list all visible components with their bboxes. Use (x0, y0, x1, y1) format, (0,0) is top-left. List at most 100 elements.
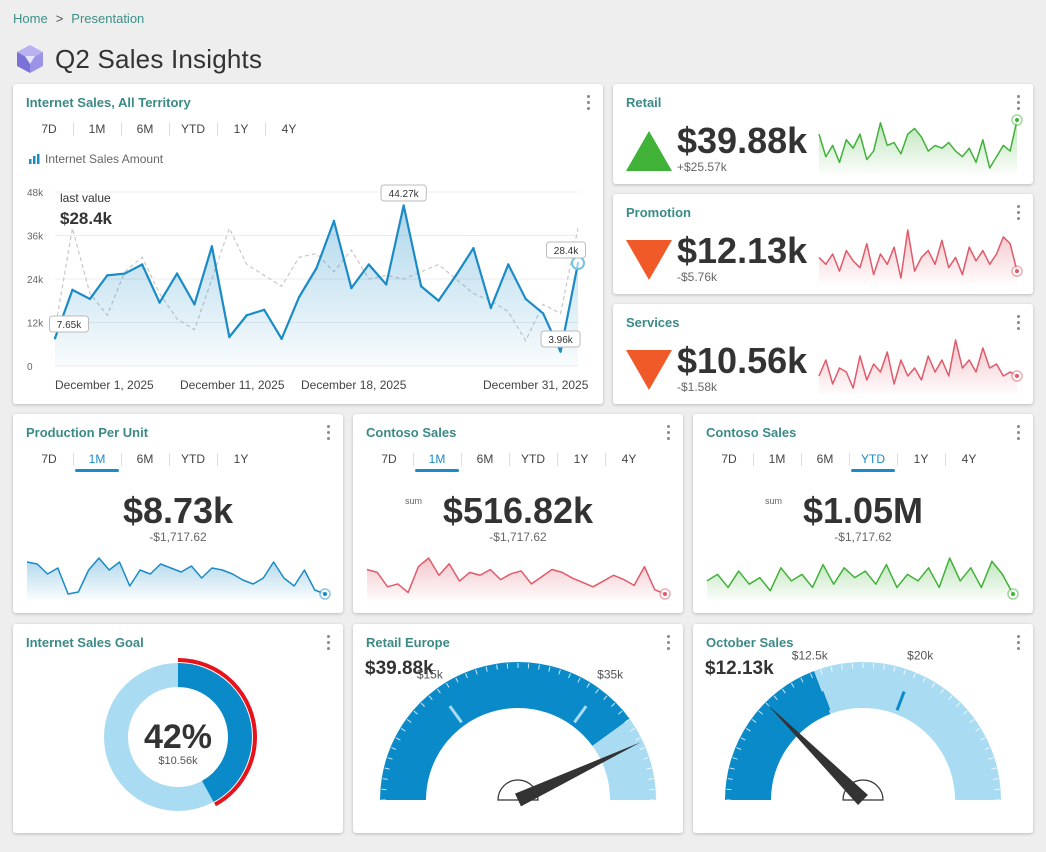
bar-chart-icon (29, 154, 40, 164)
tab-1m[interactable]: 1M (753, 450, 801, 468)
gauge-minor-tick (830, 666, 833, 672)
goal-value: $10.56k (158, 755, 198, 767)
gauge-minor-tick (445, 682, 450, 688)
internet-sales-tabs: 7D 1M 6M YTD 1Y 4Y (25, 120, 313, 138)
gauge-minor-tick (648, 778, 654, 780)
tab-1y[interactable]: 1Y (557, 450, 605, 468)
production-card: Production Per Unit 7D 1M 6M YTD 1Y $8.73k -… (13, 414, 343, 613)
tab-ytd[interactable]: YTD (169, 120, 217, 138)
tab-1m[interactable]: 1M (73, 120, 121, 138)
data-point (454, 274, 458, 277)
last-value-amount: $28.4k (60, 209, 113, 228)
spark-line (366, 557, 666, 595)
data-point (175, 272, 179, 275)
data-point (140, 263, 144, 266)
y-tick-label: 12k (27, 319, 44, 330)
promotion-kpi-card: Promotion $12.13k -$5.76k (613, 194, 1033, 294)
gauge-minor-tick (984, 747, 990, 750)
kebab-menu-icon[interactable] (323, 425, 333, 443)
page-header: Q2 Sales Insights (13, 42, 262, 76)
tab-4y[interactable]: 4Y (265, 120, 313, 138)
tab-1m[interactable]: 1M (73, 450, 121, 472)
kebab-menu-icon[interactable] (1013, 635, 1023, 653)
tab-ytd[interactable]: YTD (849, 450, 897, 472)
october-sales-gauge: $12.5k $20k (725, 649, 1001, 805)
tab-7d[interactable]: 7D (721, 452, 737, 466)
tab-6m[interactable]: 6M (121, 120, 169, 138)
tab-1y[interactable]: 1Y (897, 450, 945, 468)
data-point (559, 350, 562, 353)
data-point (437, 299, 440, 302)
tab-ytd[interactable]: YTD (509, 450, 557, 468)
october-sales-card: October Sales $12.13k $12.5k $20k (693, 624, 1033, 833)
retail-kpi-card: Retail $39.88k +$25.57k (613, 84, 1033, 184)
x-tick-label: December 11, 2025 (180, 378, 285, 392)
gauge-minor-tick (603, 695, 608, 700)
donut-progress (104, 663, 252, 811)
y-tick-label: 24k (27, 275, 44, 286)
tab-6m[interactable]: 6M (801, 450, 849, 468)
data-point (402, 204, 405, 207)
services-kpi-card: Services $10.56k -$1.58k (613, 304, 1033, 404)
gauge-minor-tick (639, 747, 645, 750)
tab-1y[interactable]: 1Y (217, 450, 265, 468)
data-point (297, 295, 301, 299)
gauge-band-primary (380, 662, 630, 800)
promotion-value: $12.13k (677, 230, 808, 271)
tab-1m[interactable]: 1M (413, 450, 461, 472)
tab-6m[interactable]: 6M (121, 450, 169, 468)
promotion-sparkline (818, 229, 1023, 284)
kebab-menu-icon[interactable] (1013, 95, 1023, 113)
spark-area (819, 340, 1017, 394)
spark-line (818, 339, 1018, 389)
goal-percent: 42% (143, 718, 213, 756)
gauge-minor-tick (732, 757, 738, 760)
tab-4y[interactable]: 4Y (945, 450, 993, 468)
retail-europe-gauge: $15k $35k (380, 662, 656, 807)
tab-6m[interactable]: 6M (461, 450, 509, 468)
legend-label: Internet Sales Amount (45, 152, 164, 166)
retail-sparkline (818, 114, 1023, 174)
data-point (385, 283, 388, 286)
gauge-band-secondary (814, 662, 1001, 800)
data-point (489, 306, 493, 310)
gauge-minor-tick (496, 664, 498, 670)
kebab-menu-icon[interactable] (1013, 205, 1023, 223)
breadcrumb: Home > Presentation (13, 11, 144, 26)
gauge-high-label: $20k (907, 649, 934, 663)
gauge-minor-tick (455, 677, 459, 683)
data-point (88, 297, 92, 301)
production-chart (26, 557, 331, 600)
internet-sales-chart[interactable]: 48k 36k 24k 12k 0 December 1, 2025 December 11… (13, 84, 603, 404)
data-point (71, 288, 74, 292)
spark-line (818, 229, 1018, 279)
data-point (158, 301, 161, 304)
gauge-minor-tick (465, 673, 468, 679)
breadcrumb-separator: > (55, 11, 64, 26)
kebab-menu-icon[interactable] (1013, 425, 1023, 443)
tab-7d[interactable]: 7D (381, 452, 397, 466)
kebab-menu-icon[interactable] (1013, 315, 1023, 333)
gauge-minor-tick (485, 666, 488, 672)
tab-1y[interactable]: 1Y (217, 120, 265, 138)
trend-down-icon (626, 350, 672, 390)
kebab-menu-icon[interactable] (583, 95, 593, 113)
kebab-menu-icon[interactable] (323, 635, 333, 653)
tab-7d[interactable]: 7D (41, 452, 57, 466)
sales-area (55, 205, 578, 366)
spark-area (27, 558, 325, 600)
kebab-menu-icon[interactable] (663, 635, 673, 653)
tab-4y[interactable]: 4Y (605, 450, 653, 468)
tab-7d[interactable]: 7D (41, 122, 57, 136)
gauge-minor-tick (893, 666, 896, 672)
gauge-low-label: $15k (417, 668, 444, 682)
contoso-sales-card-ytd: Contoso Sales 7D 1M 6M YTD 1Y 4Y sum $1.05M -… (693, 414, 1033, 613)
retail-title: Retail (626, 95, 662, 110)
kebab-menu-icon[interactable] (663, 425, 673, 443)
contoso-title: Contoso Sales (366, 425, 457, 440)
breadcrumb-current[interactable]: Presentation (71, 11, 145, 26)
gauge-minor-tick (740, 737, 746, 741)
october-value: $12.13k (705, 658, 774, 679)
tab-ytd[interactable]: YTD (169, 450, 217, 468)
breadcrumb-home-link[interactable]: Home (13, 11, 48, 26)
